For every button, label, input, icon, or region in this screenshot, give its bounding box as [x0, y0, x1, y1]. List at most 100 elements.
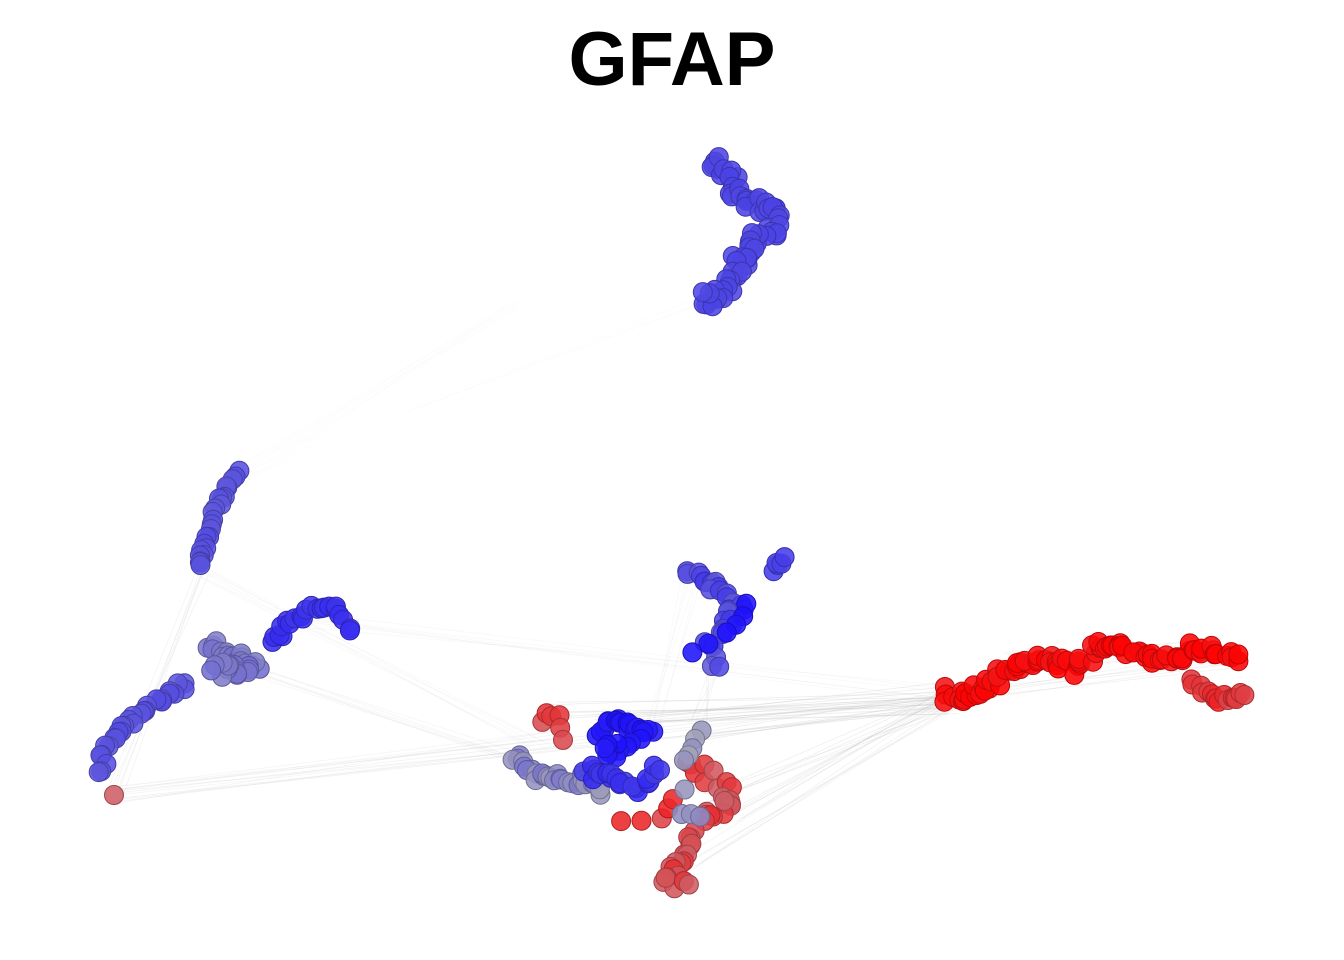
graph-edge	[639, 707, 954, 723]
graph-edge	[221, 654, 540, 767]
graph-edge	[228, 658, 531, 757]
graph-node	[682, 642, 703, 663]
graph-edge	[703, 706, 957, 795]
graph-edge	[985, 659, 1244, 688]
graph-edge	[646, 576, 691, 727]
graph-edge	[731, 695, 947, 813]
graph-edge	[630, 713, 948, 724]
graph-node	[339, 620, 360, 641]
graph-node	[678, 874, 699, 895]
graph-node	[655, 867, 676, 888]
graph-edge	[106, 567, 198, 792]
graph-edge	[120, 746, 561, 795]
graph-node	[774, 547, 795, 568]
graph-node	[104, 785, 124, 805]
graph-edge	[244, 299, 518, 483]
graph-edge	[301, 626, 942, 686]
node-cluster-center-red-left	[532, 703, 573, 750]
graph-edge	[551, 692, 943, 706]
graph-edge	[106, 696, 950, 795]
graph-edge	[303, 619, 949, 704]
graph-edge	[295, 620, 948, 700]
graph-edge	[594, 699, 947, 716]
node-cluster-left-arm-lower	[88, 673, 195, 783]
graph-edge	[650, 573, 683, 733]
graph-edge	[729, 694, 945, 818]
graph-edge	[303, 612, 947, 690]
graph-edge	[695, 698, 945, 867]
graph-edge	[114, 560, 205, 803]
graph-edge	[603, 682, 941, 725]
node-cluster-mid-upper-tip	[763, 547, 795, 582]
graph-edge	[699, 708, 950, 864]
graph-edge	[112, 564, 207, 803]
graph-edge	[709, 697, 944, 722]
graph-node	[692, 282, 713, 303]
graph-edge	[690, 709, 955, 861]
graph-edge	[195, 573, 551, 746]
graph-edge	[236, 307, 693, 467]
graph-edge	[708, 702, 936, 736]
graph-edge	[989, 666, 1245, 697]
graph-node	[709, 656, 730, 677]
graph-node	[631, 810, 652, 831]
graph-edge	[988, 663, 1231, 690]
graph-node	[716, 622, 737, 643]
graph-edge	[594, 685, 954, 720]
node-cluster-center-bright	[586, 709, 664, 768]
graph-node	[190, 555, 211, 575]
graph-node	[674, 779, 695, 800]
graph-edge	[642, 700, 958, 724]
graph-edge	[695, 714, 942, 859]
node-layer	[88, 147, 1255, 899]
graph-node	[674, 750, 694, 771]
graph-node	[714, 791, 735, 811]
node-cluster-center-blue-lower	[573, 755, 670, 802]
graph-edge	[199, 576, 535, 746]
node-cluster-left-arm-upper	[189, 460, 250, 575]
graph-edge	[655, 569, 701, 744]
graph-edge	[701, 691, 947, 733]
graph-edge	[233, 296, 705, 465]
graph-edge	[202, 565, 547, 750]
graph-node	[1228, 644, 1249, 665]
graph-edge	[108, 706, 953, 802]
graph-edge	[693, 708, 941, 739]
graph-edge	[117, 709, 948, 792]
graph-edge	[297, 617, 940, 693]
graph-node	[650, 760, 670, 780]
graph-edge	[971, 661, 1247, 701]
graph-edge	[207, 569, 531, 749]
graph-edge	[595, 690, 950, 721]
graph-edge	[235, 302, 518, 468]
graph-edge	[246, 309, 708, 476]
graph-node	[553, 729, 573, 750]
graph-node	[88, 762, 109, 783]
graph-edge	[641, 713, 959, 722]
graph-edge	[705, 691, 944, 795]
graph-edge	[202, 571, 531, 747]
graph-edge	[556, 697, 953, 703]
graph-edge	[303, 618, 942, 700]
graph-edge	[595, 695, 942, 726]
graph-edge	[223, 660, 544, 768]
graph-edge	[734, 686, 947, 824]
graph-edge	[693, 704, 949, 869]
graph-edge	[112, 730, 559, 805]
graph-edge	[649, 577, 687, 741]
graph-edge	[115, 737, 564, 788]
graph-node	[698, 633, 719, 654]
graph-edge	[703, 705, 942, 739]
node-cluster-right-arm	[934, 632, 1249, 712]
graph-edge	[108, 729, 564, 789]
graph-node	[594, 738, 615, 759]
node-cluster-left-center-blob	[197, 631, 270, 687]
graph-node	[611, 811, 632, 832]
graph-edge	[118, 696, 950, 802]
graph-edge	[231, 663, 532, 770]
graph-edge	[706, 673, 710, 732]
graph-edge	[198, 567, 544, 742]
graph-edge	[123, 562, 206, 795]
edge-layer	[106, 296, 1247, 869]
